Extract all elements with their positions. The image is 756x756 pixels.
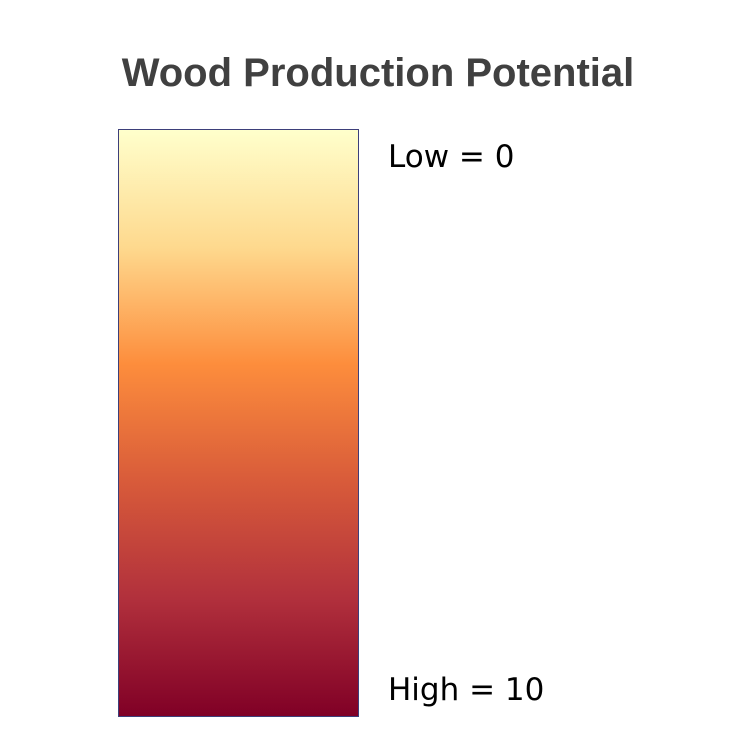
low-label: Low = 0 (388, 139, 515, 175)
legend-title: Wood Production Potential (121, 51, 635, 95)
high-label: High = 10 (388, 672, 545, 708)
color-ramp (118, 129, 359, 717)
